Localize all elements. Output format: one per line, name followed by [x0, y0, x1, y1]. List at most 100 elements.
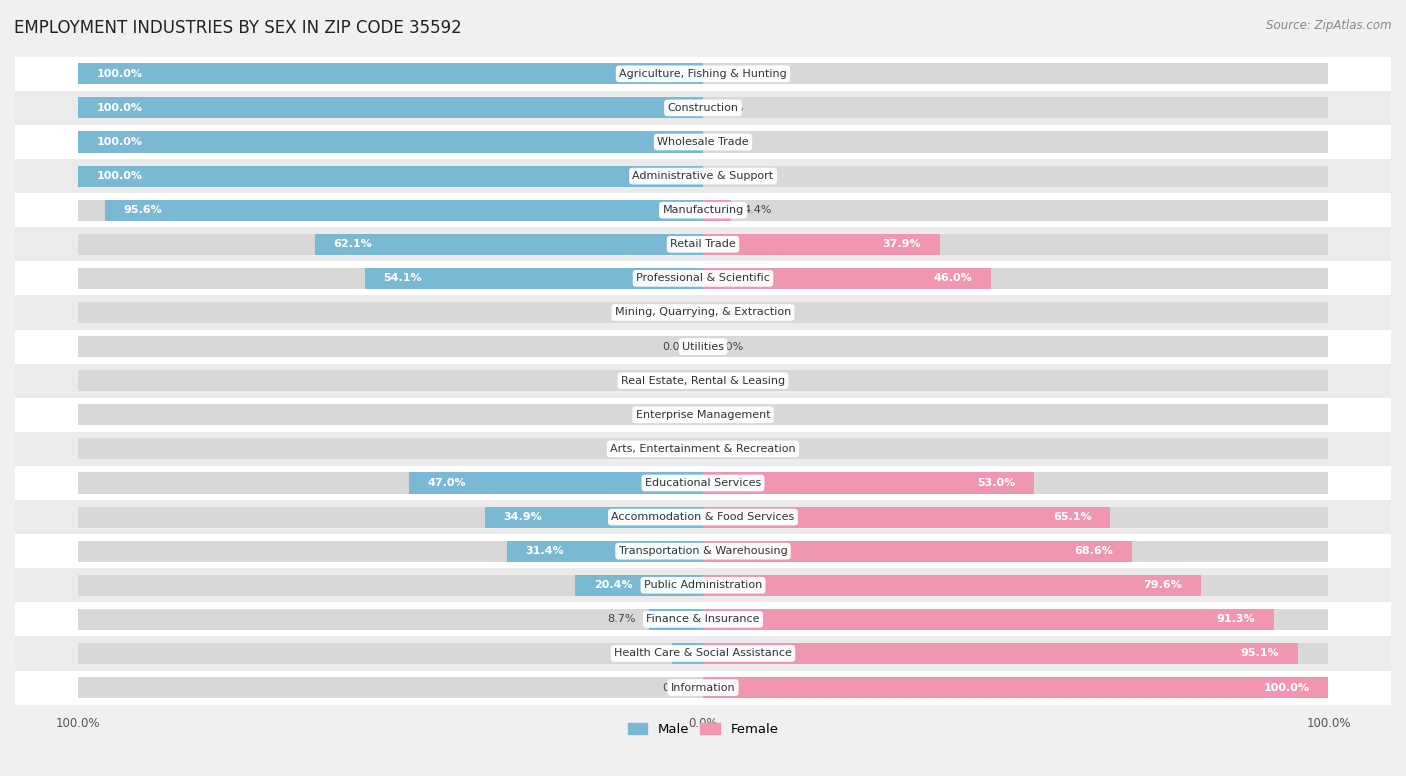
Bar [703, 404, 1329, 425]
Text: 100.0%: 100.0% [96, 171, 142, 181]
Text: 31.4%: 31.4% [526, 546, 564, 556]
Bar [703, 438, 1329, 459]
Text: 65.1%: 65.1% [1053, 512, 1091, 522]
Text: 62.1%: 62.1% [333, 239, 373, 249]
Text: Source: ZipAtlas.com: Source: ZipAtlas.com [1267, 19, 1392, 33]
Bar [77, 541, 703, 562]
Text: Agriculture, Fishing & Hunting: Agriculture, Fishing & Hunting [619, 69, 787, 79]
Text: 0.0%: 0.0% [716, 444, 744, 454]
Bar [0, 57, 1406, 91]
Text: 54.1%: 54.1% [384, 273, 422, 283]
Bar [77, 302, 703, 323]
Text: 0.0%: 0.0% [716, 69, 744, 79]
Bar [0, 91, 1406, 125]
Text: 34.9%: 34.9% [503, 512, 543, 522]
Bar [506, 541, 703, 562]
Text: 100.0%: 100.0% [96, 137, 142, 147]
Text: Information: Information [671, 683, 735, 693]
Bar [703, 473, 1329, 494]
Text: 68.6%: 68.6% [1074, 546, 1114, 556]
Text: 0.0%: 0.0% [716, 376, 744, 386]
Bar [77, 507, 703, 528]
Text: Accommodation & Food Services: Accommodation & Food Services [612, 512, 794, 522]
Bar [0, 262, 1406, 296]
Bar [0, 398, 1406, 431]
Bar [105, 199, 703, 220]
Text: Real Estate, Rental & Leasing: Real Estate, Rental & Leasing [621, 376, 785, 386]
Bar [703, 199, 1329, 220]
Bar [0, 227, 1406, 262]
Bar [703, 199, 731, 220]
Bar [77, 268, 703, 289]
Text: 8.7%: 8.7% [607, 615, 636, 625]
Bar [703, 302, 1329, 323]
Text: Finance & Insurance: Finance & Insurance [647, 615, 759, 625]
Bar [77, 438, 703, 459]
Bar [0, 364, 1406, 398]
Bar [0, 500, 1406, 534]
Text: EMPLOYMENT INDUSTRIES BY SEX IN ZIP CODE 35592: EMPLOYMENT INDUSTRIES BY SEX IN ZIP CODE… [14, 19, 461, 37]
Bar [703, 677, 1329, 698]
Text: 20.4%: 20.4% [595, 580, 633, 591]
Text: Construction: Construction [668, 103, 738, 113]
Bar [0, 568, 1406, 602]
Text: Retail Trade: Retail Trade [671, 239, 735, 249]
Bar [0, 330, 1406, 364]
Bar [703, 131, 1329, 153]
Text: 0.0%: 0.0% [662, 341, 690, 352]
Bar [703, 234, 941, 255]
Bar [77, 131, 703, 153]
Bar [0, 636, 1406, 670]
Bar [77, 165, 703, 187]
Bar [703, 609, 1274, 630]
Bar [703, 97, 1329, 119]
Text: 91.3%: 91.3% [1216, 615, 1256, 625]
Bar [703, 507, 1329, 528]
Bar [703, 609, 1329, 630]
Text: 100.0%: 100.0% [96, 103, 142, 113]
Bar [703, 677, 1329, 698]
Text: 100.0%: 100.0% [96, 69, 142, 79]
Text: 47.0%: 47.0% [427, 478, 467, 488]
Text: Arts, Entertainment & Recreation: Arts, Entertainment & Recreation [610, 444, 796, 454]
Text: 0.0%: 0.0% [662, 683, 690, 693]
Bar [77, 677, 703, 698]
Text: Enterprise Management: Enterprise Management [636, 410, 770, 420]
Bar [77, 370, 703, 391]
Bar [0, 602, 1406, 636]
Text: 46.0%: 46.0% [934, 273, 972, 283]
Bar [0, 670, 1406, 705]
Bar [77, 643, 703, 664]
Bar [77, 234, 703, 255]
Bar [703, 541, 1329, 562]
Bar [703, 268, 991, 289]
Bar [77, 199, 703, 220]
Text: Public Administration: Public Administration [644, 580, 762, 591]
Text: Transportation & Warehousing: Transportation & Warehousing [619, 546, 787, 556]
Bar [77, 97, 703, 119]
Text: 0.0%: 0.0% [662, 376, 690, 386]
Bar [485, 507, 703, 528]
Bar [0, 534, 1406, 568]
Bar [77, 473, 703, 494]
Bar [703, 473, 1035, 494]
Bar [703, 541, 1132, 562]
Bar [703, 370, 1329, 391]
Text: 0.0%: 0.0% [662, 307, 690, 317]
Text: 37.9%: 37.9% [883, 239, 921, 249]
Bar [0, 431, 1406, 466]
Bar [575, 575, 703, 596]
Text: 0.0%: 0.0% [716, 341, 744, 352]
Bar [703, 165, 1329, 187]
Text: 0.0%: 0.0% [716, 137, 744, 147]
Bar [364, 268, 703, 289]
Bar [409, 473, 703, 494]
Text: 0.0%: 0.0% [716, 103, 744, 113]
Text: Wholesale Trade: Wholesale Trade [657, 137, 749, 147]
Bar [77, 575, 703, 596]
Bar [77, 609, 703, 630]
Bar [0, 125, 1406, 159]
Bar [703, 643, 1298, 664]
Bar [703, 268, 1329, 289]
Text: Administrative & Support: Administrative & Support [633, 171, 773, 181]
